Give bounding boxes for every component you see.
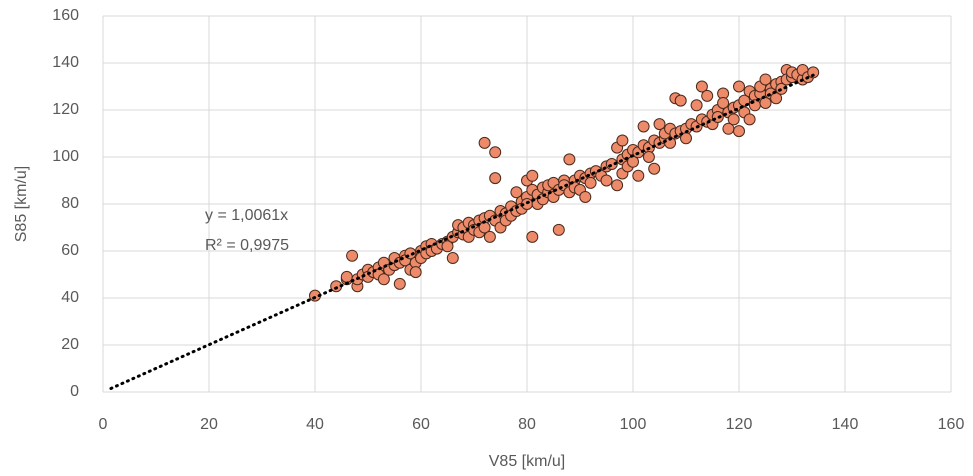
x-tick-label: 100 [620,416,647,433]
point [690,99,703,112]
x-tick-label: 40 [306,416,324,433]
y-tick-label: 140 [52,54,79,71]
point [727,113,740,126]
point [717,96,730,109]
point [807,66,820,79]
point [393,277,406,290]
marks [109,64,820,390]
point [600,174,613,187]
y-tick-label: 60 [61,242,79,259]
point [632,169,645,182]
point [701,89,714,102]
point [579,190,592,203]
point [483,230,496,243]
point [526,230,539,243]
point [446,252,459,265]
point [611,179,624,192]
x-tick-label: 60 [412,416,430,433]
x-tick-label: 140 [832,416,859,433]
point [648,162,661,175]
y-tick-label: 40 [61,289,79,306]
point [642,151,655,163]
x-axis-label: V85 [km/u] [489,453,565,470]
point [733,125,745,138]
x-tick-label: 120 [726,416,753,433]
point [510,186,523,199]
point [616,134,629,147]
x-tick-label: 80 [518,416,536,433]
point [637,120,650,133]
point [563,153,576,166]
point [478,136,491,149]
point [489,172,502,185]
point [489,146,502,159]
point [653,118,666,131]
y-tick-label: 0 [70,383,79,400]
y-tick-label: 80 [61,195,79,212]
x-tick-label: 0 [99,416,108,433]
point [743,113,756,126]
point [733,80,745,93]
point [695,80,708,93]
point [526,169,539,182]
y-tick-label: 160 [52,7,79,24]
y-axis-label: S85 [km/u] [13,166,30,242]
point [346,249,359,262]
point [584,176,597,189]
annotation: R² = 0,9975 [205,237,289,254]
y-tick-label: 120 [52,101,79,118]
point [409,266,422,279]
trendline [109,73,815,390]
point [674,94,687,107]
point [759,73,772,86]
y-tick-label: 20 [61,336,79,353]
point [759,96,772,109]
x-tick-label: 20 [200,416,218,433]
annotation: y = 1,0061x [205,207,288,224]
point [377,273,390,286]
y-tick-label: 100 [52,148,79,165]
point [441,240,454,253]
x-tick-label: 160 [938,416,965,433]
point [552,223,565,236]
